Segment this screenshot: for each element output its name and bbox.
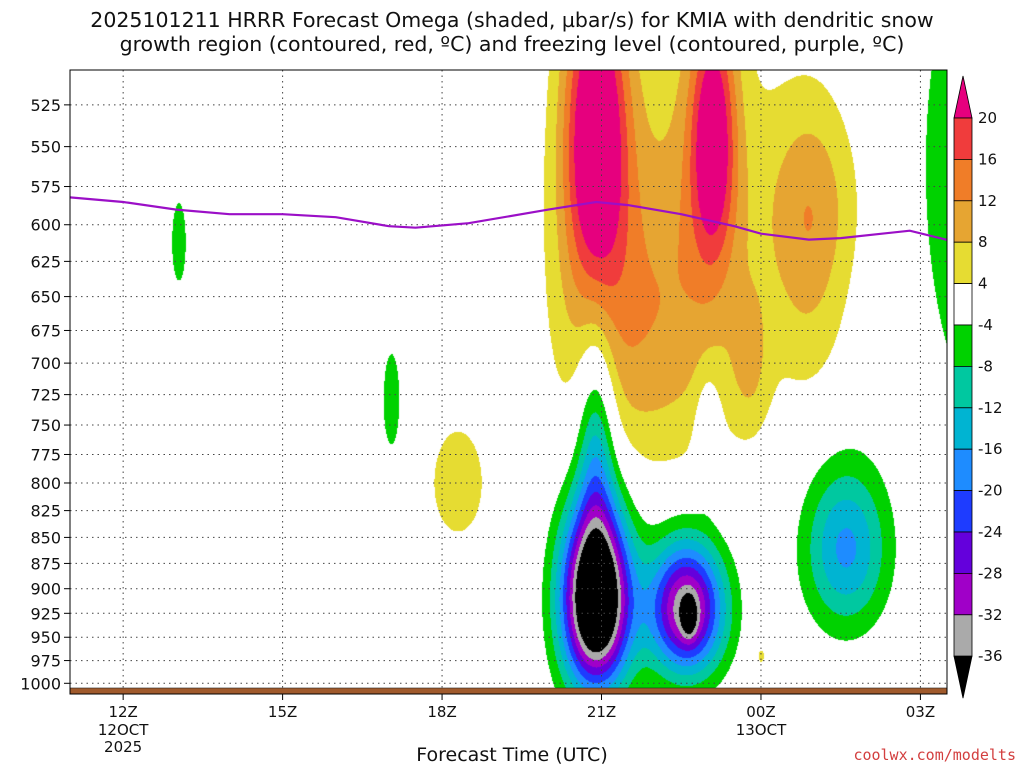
y-tick-label: 825 (30, 502, 61, 521)
y-tick-label: 675 (30, 321, 61, 340)
colorbar-label: 8 (978, 233, 988, 251)
colorbar-label: -20 (978, 482, 1003, 500)
colorbar-label: 12 (978, 192, 997, 210)
colorbar-bin (953, 407, 973, 450)
x-tick-label: 18Z (427, 703, 456, 721)
y-tick-label: 750 (30, 416, 61, 435)
omega-shaded-field (70, 70, 947, 694)
y-tick-label: 700 (30, 354, 61, 373)
colorbar-bin (953, 283, 973, 326)
y-tick-label: 900 (30, 580, 61, 599)
colorbar-label: -16 (978, 440, 1003, 458)
x-tick-label: 03Z (906, 703, 935, 721)
colorbar-label: -8 (978, 357, 993, 375)
colorbar-bin (953, 324, 973, 367)
x-axis-label: Forecast Time (UTC) (416, 744, 608, 766)
colorbar-label: 20 (978, 109, 997, 127)
colorbar-bin (953, 490, 973, 533)
colorbar-label: -24 (978, 523, 1003, 541)
y-tick-label: 525 (30, 96, 61, 115)
colorbar-bin (953, 241, 973, 284)
x-tick-date-label: 13OCT (736, 721, 787, 739)
colorbar-label: -32 (978, 606, 1003, 624)
colorbar-label: 4 (978, 275, 988, 293)
ground-strip (69, 687, 948, 695)
y-tick-label: 975 (30, 652, 61, 671)
colorbar-bin (953, 614, 973, 657)
colorbar: 20 16 12 8 4 -4 -8 -12 -16 -20 -24 -28 -32 -36 (953, 75, 1003, 699)
y-axis: 525 550 575 600 625 650 675 700 725 750 775 800 825 8… (20, 96, 70, 693)
plot-frame (69, 69, 948, 695)
colorbar-label: -36 (978, 647, 1003, 665)
y-tick-label: 650 (30, 288, 61, 307)
colorbar-bin (953, 531, 973, 574)
y-tick-label: 550 (30, 138, 61, 157)
colorbar-bin (953, 365, 973, 409)
y-tick-label: 950 (30, 628, 61, 647)
colorbar-label: 16 (978, 150, 997, 168)
y-tick-label: 800 (30, 474, 61, 493)
colorbar-bin (953, 75, 973, 119)
x-tick-label: 21Z (587, 703, 616, 721)
y-tick-label: 1000 (20, 674, 61, 693)
y-tick-label: 600 (30, 216, 61, 235)
x-tick-date-label: 12OCT (98, 721, 149, 739)
colorbar-label: -28 (978, 564, 1003, 582)
freezing-level-line (70, 196, 947, 242)
y-tick-label: 925 (30, 604, 61, 623)
y-tick-label: 725 (30, 386, 61, 405)
colorbar-bin (953, 200, 973, 243)
y-tick-label: 775 (30, 445, 61, 464)
x-tick-label: 00Z (746, 703, 775, 721)
colorbar-bin (953, 117, 973, 160)
y-tick-label: 575 (30, 178, 61, 197)
colorbar-bin (953, 655, 973, 699)
y-tick-label: 625 (30, 252, 61, 271)
y-tick-label: 850 (30, 528, 61, 547)
colorbar-bin (953, 158, 973, 202)
colorbar-label: -12 (978, 399, 1003, 417)
chart-title: 2025101211 HRRR Forecast Omega (shaded, … (90, 8, 934, 56)
colorbar-bin (953, 448, 973, 492)
y-tick-label: 875 (30, 554, 61, 573)
colorbar-bin (953, 573, 973, 616)
colorbar-label: -4 (978, 316, 993, 334)
x-tick-label: 15Z (268, 703, 297, 721)
x-tick-label: 12Z (108, 703, 137, 721)
credit-link[interactable]: coolwx.com/modelts (853, 746, 1016, 764)
x-tick-date-label: 2025 (104, 738, 142, 756)
